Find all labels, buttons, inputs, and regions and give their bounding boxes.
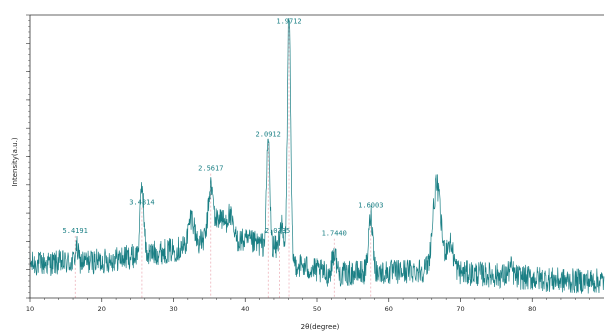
- x-tick-label: 20: [98, 305, 106, 313]
- x-axis-label: 2θ(degree): [301, 323, 340, 331]
- peak-label: 2.5617: [198, 165, 223, 173]
- x-tick-label: 40: [241, 305, 249, 313]
- peak-label: 3.4814: [129, 199, 154, 207]
- x-tick-label: 50: [313, 305, 321, 313]
- y-ticks: [26, 14, 30, 299]
- peak-label: 2.0912: [256, 131, 281, 139]
- x-tick-label: 10: [26, 305, 34, 313]
- peak-label: 2.0335: [265, 227, 290, 235]
- peak-label: 1.9712: [276, 17, 301, 25]
- intensity-series-line: [29, 18, 605, 294]
- peak-labels: 5.4191 3.4814 2.5617 2.0912 2.0335 1.9712 1.74…: [63, 17, 384, 237]
- peak-label: 1.6003: [358, 201, 383, 209]
- x-ticks: 10 20 30 40 50 60 70 80: [26, 298, 590, 313]
- x-tick-label: 70: [456, 305, 464, 313]
- peak-label: 1.7440: [322, 230, 347, 238]
- y-axis-label: Intensity(a.u.): [11, 137, 19, 186]
- x-tick-label: 30: [169, 305, 177, 313]
- peak-label: 5.4191: [63, 227, 88, 235]
- x-tick-label: 60: [385, 305, 393, 313]
- x-tick-label: 80: [528, 305, 536, 313]
